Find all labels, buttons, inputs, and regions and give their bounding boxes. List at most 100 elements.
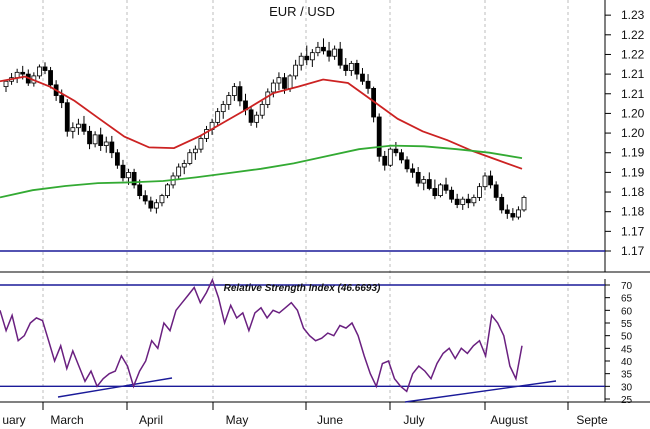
- price-tick-label: 1.20: [621, 106, 645, 120]
- candle: [120, 159, 126, 182]
- candle: [309, 49, 315, 67]
- candle: [298, 52, 304, 71]
- candle: [42, 62, 48, 75]
- candle: [226, 91, 232, 110]
- chart-title: EUR / USD: [269, 4, 335, 19]
- candle: [70, 122, 76, 139]
- candle: [376, 113, 382, 162]
- rsi-tick-label: 70: [621, 281, 633, 292]
- candle: [270, 79, 276, 98]
- candle: [220, 100, 226, 119]
- candle: [343, 58, 349, 76]
- candle: [438, 183, 443, 198]
- candle: [460, 196, 466, 210]
- candle: [187, 149, 193, 166]
- price-tick-label: 1.23: [621, 8, 645, 22]
- candle: [3, 79, 9, 92]
- price-tick-label: 1.20: [621, 126, 645, 140]
- candle: [454, 193, 460, 209]
- candle: [371, 86, 377, 123]
- month-label: April: [139, 413, 163, 427]
- month-label: Septe: [576, 413, 608, 427]
- candle: [142, 190, 148, 205]
- candle: [482, 172, 488, 191]
- price-tick-label: 1.19: [621, 165, 645, 179]
- candle: [415, 167, 421, 187]
- moving-average-lines: [0, 75, 523, 199]
- candle: [76, 118, 81, 135]
- price-tick-label: 1.21: [621, 87, 645, 101]
- candle: [181, 159, 187, 175]
- trendline-2: [404, 380, 557, 403]
- candle: [315, 41, 321, 57]
- candle: [354, 59, 360, 80]
- candle: [382, 150, 388, 171]
- candle: [103, 136, 109, 153]
- price-tick-label: 1.17: [621, 224, 645, 238]
- month-label: July: [403, 413, 424, 427]
- candle: [443, 177, 449, 194]
- moving-average-red: [0, 75, 523, 170]
- candle: [410, 163, 416, 178]
- candle: [176, 163, 182, 180]
- month-label: March: [50, 413, 83, 427]
- rsi-panel: [0, 279, 650, 403]
- month-label: May: [226, 413, 249, 427]
- month-label: June: [317, 413, 343, 427]
- candle: [276, 72, 282, 91]
- candle: [326, 41, 332, 62]
- rsi-title: Relative Strength Index (46.6693): [224, 283, 381, 294]
- price-tick-label: 1.18: [621, 205, 645, 219]
- x-axis-months: uary March April May June July August Septe: [2, 402, 608, 427]
- candle: [321, 38, 326, 55]
- candle: [426, 172, 432, 191]
- rsi-tick-label: 40: [621, 357, 633, 368]
- candle: [337, 41, 343, 69]
- trendline-1: [57, 377, 173, 398]
- candle: [387, 147, 393, 168]
- candle: [153, 199, 159, 214]
- candle: [259, 100, 265, 119]
- candle: [109, 135, 115, 159]
- candle: [393, 142, 399, 157]
- price-tick-label: 1.22: [621, 47, 645, 61]
- candle: [215, 108, 221, 126]
- rsi-tick-label: 30: [621, 382, 633, 393]
- candle: [48, 66, 53, 89]
- candle: [449, 186, 454, 203]
- price-panel: [0, 0, 650, 273]
- candle: [432, 179, 438, 200]
- candle: [64, 99, 70, 137]
- candle: [465, 193, 471, 209]
- candle: [504, 204, 510, 219]
- candle: [98, 127, 104, 151]
- month-gridlines: [42, 0, 569, 402]
- rsi-tick-label: 25: [621, 395, 633, 406]
- candle: [293, 59, 299, 80]
- rsi-tick-label: 55: [621, 319, 633, 330]
- rsi-tick-label: 60: [621, 306, 633, 317]
- candle: [248, 106, 254, 126]
- candle: [159, 193, 165, 207]
- price-tick-label: 1.21: [621, 67, 645, 81]
- candle: [148, 196, 154, 212]
- candle: [37, 64, 42, 79]
- candle: [254, 111, 260, 128]
- candle: [165, 183, 170, 199]
- candle: [516, 206, 521, 220]
- candle: [92, 131, 98, 148]
- price-tick-label: 1.22: [621, 28, 645, 42]
- candle: [237, 81, 243, 107]
- candle: [404, 156, 410, 173]
- candle: [365, 74, 371, 94]
- candle: [81, 115, 87, 135]
- candle: [243, 93, 248, 116]
- price-tick-label: 1.19: [621, 146, 645, 160]
- rsi-series-line: [0, 277, 523, 393]
- candle: [231, 83, 237, 101]
- candle: [521, 195, 527, 212]
- candle: [348, 60, 354, 76]
- rsi-tick-label: 65: [621, 294, 633, 305]
